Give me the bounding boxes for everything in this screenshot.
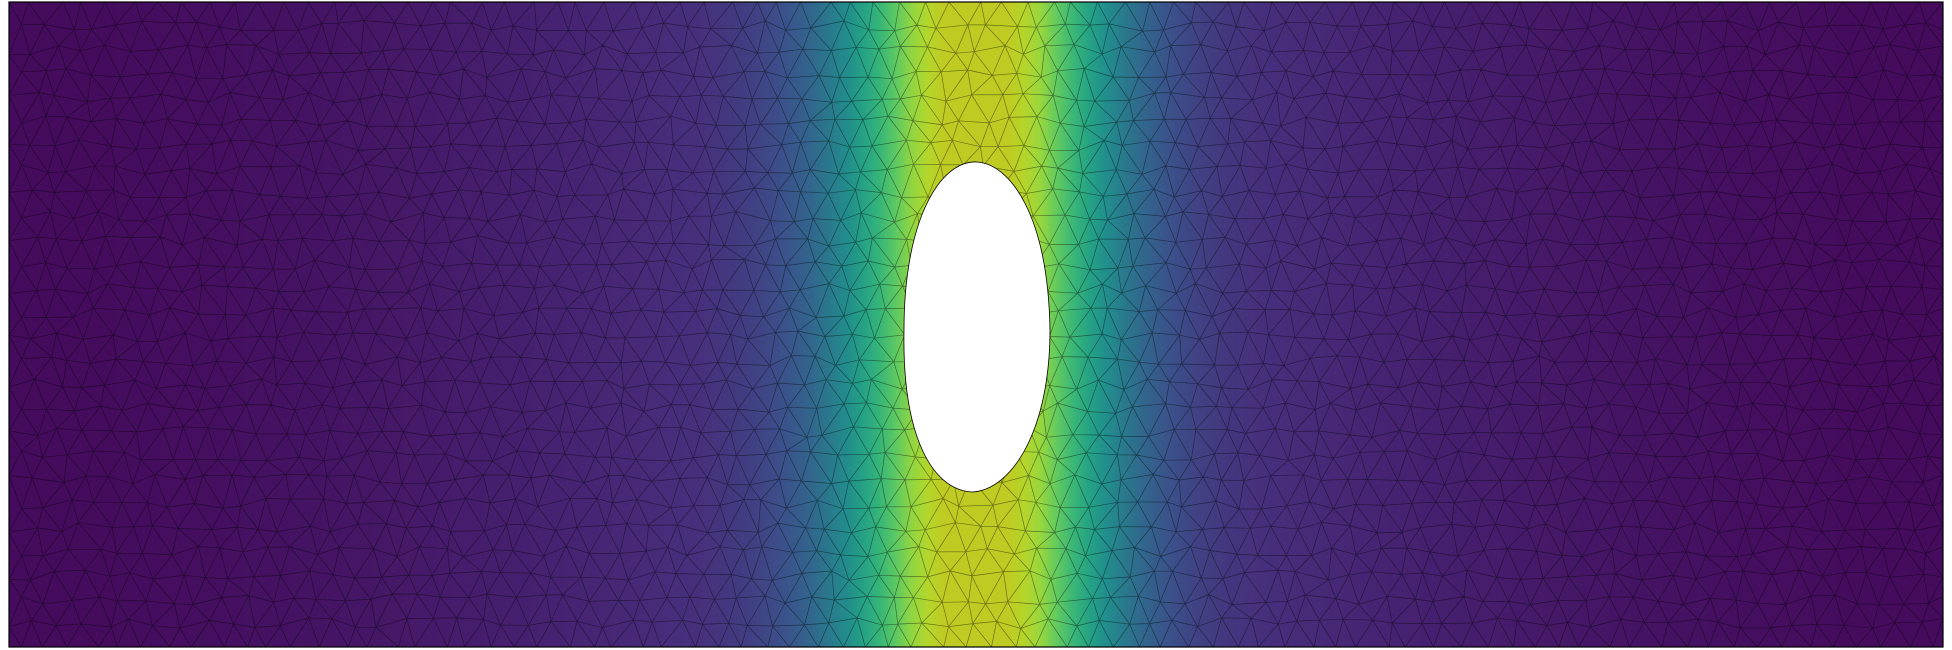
elliptical-hole bbox=[903, 161, 1051, 493]
triangle-mesh bbox=[9, 2, 1943, 647]
plate-boundary bbox=[8, 1, 1944, 648]
mesh-edges bbox=[9, 2, 1943, 647]
